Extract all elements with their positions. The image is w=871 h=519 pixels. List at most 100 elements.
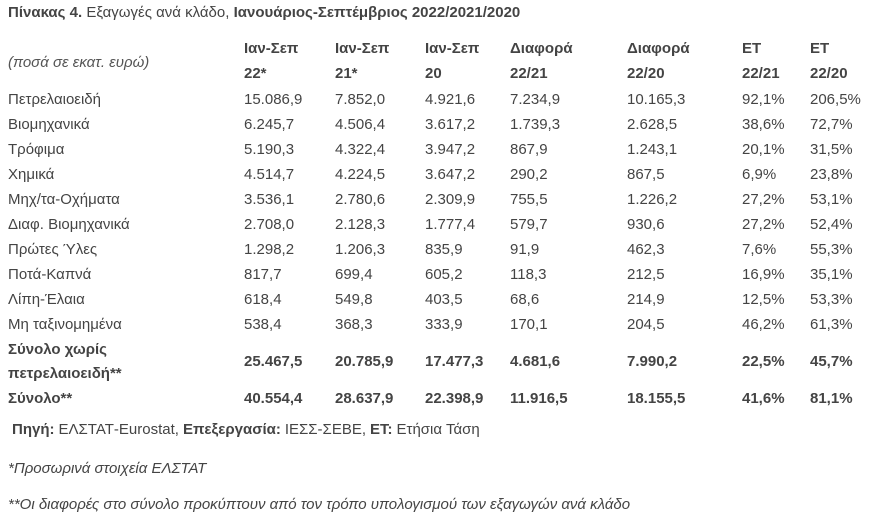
cell: 31,5% [810, 141, 853, 158]
source: Πηγή: ΕΛΣΤΑΤ-Eurostat, Επεξεργασία: ΙΕΣΣ-ΣΕ… [12, 421, 480, 439]
column-header: Διαφορά [510, 40, 573, 57]
row-label: Πρώτες Ύλες [8, 241, 98, 258]
cell: 549,8 [335, 291, 373, 308]
row-label: Μηχ/τα-Οχήματα [8, 191, 120, 208]
cell: 2.780,6 [335, 191, 386, 208]
cell: 91,9 [510, 241, 540, 258]
cell: 53,3% [810, 291, 853, 308]
cell: 68,6 [510, 291, 540, 308]
row-label: Σύνολο** [8, 390, 73, 407]
cell: 1.739,3 [510, 116, 561, 133]
cell: 55,3% [810, 241, 853, 258]
cell: 1.206,3 [335, 241, 386, 258]
row-label: Βιομηχανικά [8, 116, 90, 133]
cell: 7,6% [742, 241, 777, 258]
cell: 4.224,5 [335, 166, 386, 183]
cell: 6.245,7 [244, 116, 295, 133]
column-header: 22/20 [627, 65, 665, 82]
cell: 2.309,9 [425, 191, 476, 208]
cell: 28.637,9 [335, 390, 394, 407]
source-label: Επεξεργασία: [182, 421, 281, 438]
cell: 25.467,5 [244, 353, 303, 370]
cell: 867,9 [510, 141, 548, 158]
cell: 22.398,9 [425, 390, 484, 407]
cell: 3.536,1 [244, 191, 295, 208]
column-header: 22* [244, 65, 267, 82]
cell: 40.554,4 [244, 390, 303, 407]
cell: 72,7% [810, 116, 853, 133]
row-label: Ποτά-Καπνά [8, 266, 92, 283]
cell: 835,9 [425, 241, 463, 258]
source-label: Πηγή: [12, 421, 55, 438]
cell: 4.514,7 [244, 166, 295, 183]
source-text: ΙΕΣΣ-ΣΕΒΕ, [284, 421, 367, 438]
column-header: ΕΤ [810, 40, 830, 57]
cell: 206,5% [810, 91, 861, 108]
cell: 867,5 [627, 166, 665, 183]
cell: 92,1% [742, 91, 785, 108]
row-label: Πετρελαιοειδή [8, 91, 101, 108]
cell: 11.916,5 [510, 390, 568, 407]
cell: 1.226,2 [627, 191, 678, 208]
cell: 1.777,4 [425, 216, 476, 233]
title-label: Πίνακας 4. [8, 4, 83, 21]
cell: 6,9% [742, 166, 777, 183]
cell: 18.155,5 [627, 390, 686, 407]
cell: 52,4% [810, 216, 853, 233]
cell: 214,9 [627, 291, 665, 308]
cell: 204,5 [627, 316, 665, 333]
cell: 1.243,1 [627, 141, 678, 158]
row-label: Μη ταξινομημένα [8, 316, 122, 333]
row-label: Σύνολο χωρίς [8, 341, 107, 358]
cell: 755,5 [510, 191, 548, 208]
cell: 46,2% [742, 316, 785, 333]
cell: 4.681,6 [510, 353, 561, 370]
source-text: Ετήσια Τάση [396, 421, 480, 438]
row-label: Διαφ. Βιομηχανικά [8, 216, 130, 233]
cell: 212,5 [627, 266, 665, 283]
cell: 53,1% [810, 191, 853, 208]
cell: 1.298,2 [244, 241, 295, 258]
row-label: πετρελαιοειδή** [8, 365, 122, 382]
cell: 17.477,3 [425, 353, 484, 370]
cell: 5.190,3 [244, 141, 295, 158]
cell: 61,3% [810, 316, 853, 333]
unit-note: (ποσά σε εκατ. ευρώ) [8, 54, 150, 71]
cell: 2.708,0 [244, 216, 295, 233]
cell: 817,7 [244, 266, 282, 283]
cell: 462,3 [627, 241, 665, 258]
cell: 3.617,2 [425, 116, 476, 133]
cell: 15.086,9 [244, 91, 303, 108]
cell: 7.234,9 [510, 91, 561, 108]
cell: 170,1 [510, 316, 548, 333]
cell: 2.128,3 [335, 216, 386, 233]
column-header: Ιαν-Σεπ [425, 40, 480, 57]
cell: 538,4 [244, 316, 282, 333]
cell: 368,3 [335, 316, 373, 333]
cell: 22,5% [742, 353, 785, 370]
note: **Οι διαφορές στο σύνολο προκύπτουν από … [8, 496, 631, 513]
cell: 605,2 [425, 266, 463, 283]
cell: 12,5% [742, 291, 785, 308]
cell: 81,1% [810, 390, 853, 407]
source-text: ΕΛΣΤΑΤ-Eurostat, [58, 421, 179, 438]
row-label: Χημικά [8, 166, 55, 183]
cell: 20,1% [742, 141, 785, 158]
cell: 618,4 [244, 291, 282, 308]
cell: 3.947,2 [425, 141, 476, 158]
column-header: Ιαν-Σεπ [335, 40, 390, 57]
cell: 4.506,4 [335, 116, 386, 133]
cell: 118,3 [510, 266, 547, 283]
cell: 579,7 [510, 216, 548, 233]
cell: 45,7% [810, 353, 853, 370]
cell: 20.785,9 [335, 353, 394, 370]
cell: 403,5 [425, 291, 463, 308]
cell: 4.921,6 [425, 91, 476, 108]
cell: 7.990,2 [627, 353, 678, 370]
cell: 7.852,0 [335, 91, 386, 108]
title-period: Ιανουάριος-Σεπτέμβριος 2022/2021/2020 [233, 4, 521, 21]
column-header: ΕΤ [742, 40, 762, 57]
cell: 35,1% [810, 266, 853, 283]
cell: 10.165,3 [627, 91, 686, 108]
